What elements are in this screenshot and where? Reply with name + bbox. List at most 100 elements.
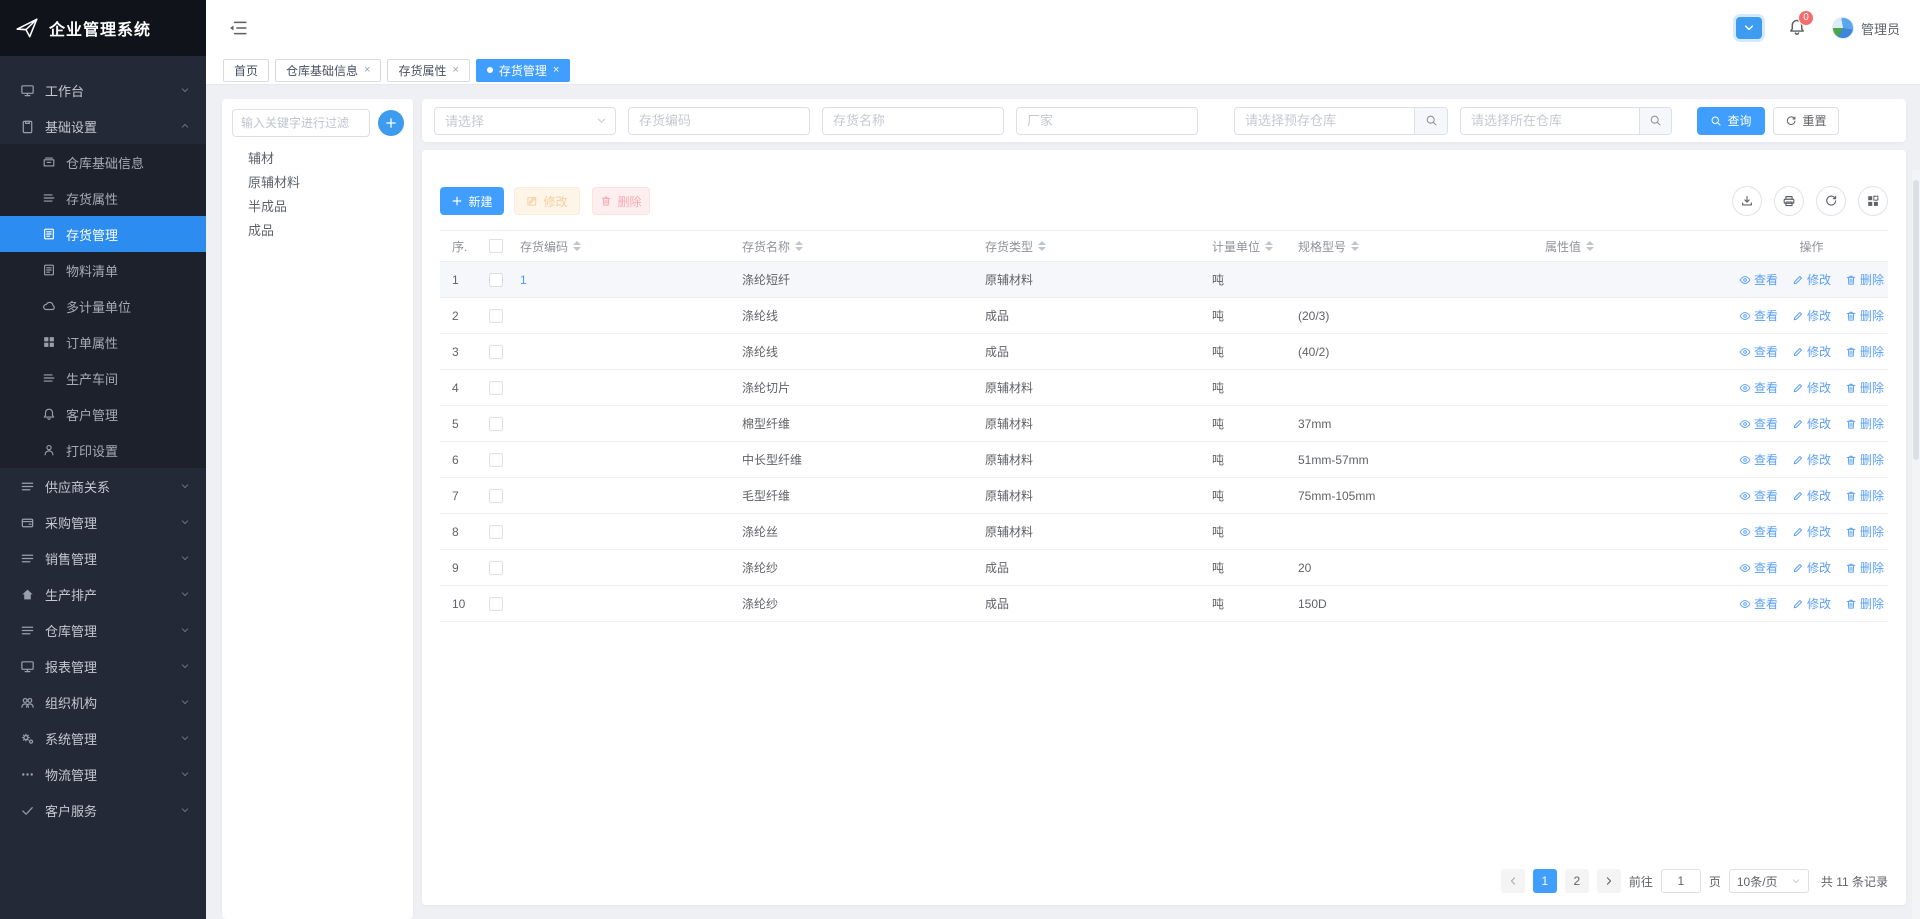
- sort-icon[interactable]: [1265, 241, 1274, 251]
- row-checkbox[interactable]: [489, 488, 503, 503]
- notification-bell[interactable]: 0: [1788, 9, 1814, 39]
- edit-link[interactable]: 修改: [1792, 595, 1831, 612]
- create-button[interactable]: 新建: [440, 187, 504, 215]
- view-link[interactable]: 查看: [1739, 343, 1778, 360]
- delete-link[interactable]: 删除: [1845, 307, 1884, 324]
- view-link[interactable]: 查看: [1739, 523, 1778, 540]
- delete-link[interactable]: 删除: [1845, 379, 1884, 396]
- refresh-button[interactable]: [1816, 186, 1846, 216]
- pre-warehouse-input[interactable]: [1235, 107, 1415, 134]
- column-settings-button[interactable]: [1858, 186, 1888, 216]
- edit-link[interactable]: 修改: [1792, 451, 1831, 468]
- sort-icon[interactable]: [1351, 241, 1360, 251]
- menu-fold-icon[interactable]: [228, 19, 248, 37]
- edit-link[interactable]: 修改: [1792, 271, 1831, 288]
- row-checkbox[interactable]: [489, 416, 503, 431]
- goto-page-input[interactable]: [1660, 869, 1701, 893]
- sort-icon[interactable]: [795, 241, 804, 251]
- sidebar-item-inventory-attributes[interactable]: 存货属性: [0, 180, 206, 216]
- select-all-checkbox[interactable]: [489, 239, 503, 253]
- sidebar-item-production-scheduling[interactable]: 生产排产: [0, 576, 206, 612]
- sidebar-item-supplier-relations[interactable]: 供应商关系: [0, 468, 206, 504]
- edit-link[interactable]: 修改: [1792, 559, 1831, 576]
- edit-link[interactable]: 修改: [1792, 307, 1831, 324]
- header-unit[interactable]: 计量单位: [1208, 238, 1294, 255]
- inventory-code-link[interactable]: 1: [520, 272, 527, 287]
- delete-link[interactable]: 删除: [1845, 559, 1884, 576]
- row-checkbox[interactable]: [489, 524, 503, 539]
- inventory-code-input[interactable]: [629, 107, 809, 134]
- keyword-filter-input[interactable]: [232, 109, 370, 137]
- sort-icon[interactable]: [573, 241, 582, 251]
- page-2-button[interactable]: 2: [1564, 869, 1589, 893]
- delete-link[interactable]: 删除: [1845, 487, 1884, 504]
- sidebar-item-print-settings[interactable]: 打印设置: [0, 432, 206, 468]
- edit-link[interactable]: 修改: [1792, 343, 1831, 360]
- delete-link[interactable]: 删除: [1845, 415, 1884, 432]
- sidebar-item-order-attributes[interactable]: 订单属性: [0, 324, 206, 360]
- category-tree-node[interactable]: 半成品: [248, 199, 288, 214]
- export-button[interactable]: [1732, 186, 1762, 216]
- pre-warehouse-search-button[interactable]: [1414, 107, 1447, 134]
- sidebar-item-logistics-management[interactable]: 物流管理: [0, 756, 206, 792]
- sidebar-item-purchase-management[interactable]: 采购管理: [0, 504, 206, 540]
- view-link[interactable]: 查看: [1739, 415, 1778, 432]
- header-name[interactable]: 存货名称: [738, 238, 981, 255]
- tab-inventory-attributes[interactable]: 存货属性 ×: [387, 58, 470, 82]
- close-icon[interactable]: ×: [364, 63, 371, 76]
- view-link[interactable]: 查看: [1739, 451, 1778, 468]
- sidebar-item-bill-of-materials[interactable]: 物料清单: [0, 252, 206, 288]
- sidebar-item-report-management[interactable]: 报表管理: [0, 648, 206, 684]
- row-checkbox[interactable]: [489, 560, 503, 575]
- query-button[interactable]: 查询: [1697, 106, 1765, 135]
- category-tree-node[interactable]: 成品: [248, 223, 275, 238]
- view-link[interactable]: 查看: [1739, 487, 1778, 504]
- close-icon[interactable]: ×: [452, 63, 459, 76]
- edit-link[interactable]: 修改: [1792, 415, 1831, 432]
- tab-home[interactable]: 首页: [223, 58, 270, 82]
- in-warehouse-search-button[interactable]: [1638, 107, 1671, 134]
- scrollbar-thumb[interactable]: [1913, 180, 1919, 460]
- row-checkbox[interactable]: [489, 452, 503, 467]
- sidebar-item-sales-management[interactable]: 销售管理: [0, 540, 206, 576]
- sidebar-item-organization[interactable]: 组织机构: [0, 684, 206, 720]
- header-spec[interactable]: 规格型号: [1294, 238, 1541, 255]
- tab-inventory-management[interactable]: 存货管理 ×: [475, 58, 571, 82]
- edit-link[interactable]: 修改: [1792, 379, 1831, 396]
- print-button[interactable]: [1774, 186, 1804, 216]
- delete-link[interactable]: 删除: [1845, 523, 1884, 540]
- view-link[interactable]: 查看: [1739, 595, 1778, 612]
- delete-link[interactable]: 删除: [1845, 271, 1884, 288]
- page-1-button[interactable]: 1: [1532, 869, 1557, 893]
- header-attr[interactable]: 属性值: [1541, 238, 1731, 255]
- tab-warehouse-base-info[interactable]: 仓库基础信息 ×: [275, 58, 382, 82]
- sidebar-item-warehouse-management[interactable]: 仓库管理: [0, 612, 206, 648]
- delete-link[interactable]: 删除: [1845, 451, 1884, 468]
- sidebar-item-workbench[interactable]: 工作台: [0, 72, 206, 108]
- row-checkbox[interactable]: [489, 308, 503, 323]
- page-size-select[interactable]: 10条/页: [1728, 869, 1809, 893]
- reset-button[interactable]: 重置: [1773, 106, 1839, 135]
- delete-link[interactable]: 删除: [1845, 343, 1884, 360]
- sidebar-item-system-management[interactable]: 系统管理: [0, 720, 206, 756]
- header-code[interactable]: 存货编码: [516, 238, 738, 255]
- category-select[interactable]: 请选择: [434, 106, 616, 135]
- sidebar-item-inventory-management[interactable]: 存货管理: [0, 216, 206, 252]
- close-icon[interactable]: ×: [552, 63, 560, 76]
- row-checkbox[interactable]: [489, 344, 503, 359]
- view-link[interactable]: 查看: [1739, 271, 1778, 288]
- view-link[interactable]: 查看: [1739, 559, 1778, 576]
- prev-page-button[interactable]: [1500, 869, 1525, 893]
- edit-link[interactable]: 修改: [1792, 523, 1831, 540]
- delete-button[interactable]: 删除: [592, 187, 650, 215]
- row-checkbox[interactable]: [489, 596, 503, 611]
- sidebar-item-customer-service[interactable]: 客户服务: [0, 792, 206, 828]
- in-warehouse-input[interactable]: [1461, 107, 1639, 134]
- sort-icon[interactable]: [1586, 241, 1595, 251]
- sidebar-item-customer-management[interactable]: 客户管理: [0, 396, 206, 432]
- sidebar-item-multi-unit[interactable]: 多计量单位: [0, 288, 206, 324]
- row-checkbox[interactable]: [489, 272, 503, 287]
- view-link[interactable]: 查看: [1739, 307, 1778, 324]
- header-dropdown-button[interactable]: [1735, 17, 1762, 39]
- edit-button[interactable]: 修改: [514, 187, 580, 215]
